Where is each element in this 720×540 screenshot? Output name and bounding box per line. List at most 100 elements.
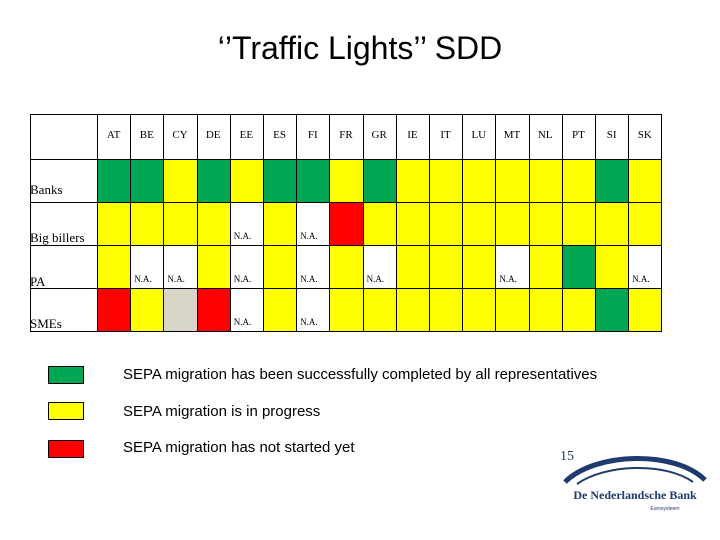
row-label-banks: Banks xyxy=(30,182,63,197)
column-header-cell xyxy=(97,114,132,160)
na-label: N.A. xyxy=(233,231,252,241)
status-cell-lu-yellow xyxy=(462,202,497,246)
row-label-pa: PA xyxy=(30,274,46,289)
status-cell-fr-yellow xyxy=(329,288,364,332)
status-cell-pt-yellow xyxy=(561,159,596,203)
na-label: N.A. xyxy=(233,274,252,284)
na-label: N.A. xyxy=(233,317,252,327)
status-cell-es-yellow xyxy=(263,245,298,289)
na-label: N.A. xyxy=(366,274,385,284)
status-cell-mt-yellow xyxy=(495,288,530,332)
row-label-big-billers: Big billers xyxy=(30,230,85,245)
na-label: N.A. xyxy=(632,274,650,284)
column-header-cell xyxy=(595,114,630,160)
column-header-it: IT xyxy=(440,129,451,141)
column-header-pt: PT xyxy=(571,129,585,141)
status-cell-gr-yellow xyxy=(362,202,397,246)
status-cell-cy-white xyxy=(163,245,198,289)
status-cell-fr-yellow xyxy=(329,245,364,289)
column-header-es: ES xyxy=(273,129,287,141)
row-label-smes: SMEs xyxy=(30,316,62,331)
status-cell-fi-green xyxy=(296,159,331,203)
column-header-de: DE xyxy=(205,129,221,141)
logo-subtext: Eurosysteem xyxy=(650,506,679,512)
status-cell-be-green xyxy=(130,159,165,203)
status-cell-at-green xyxy=(97,159,132,203)
status-cell-be-yellow xyxy=(130,202,165,246)
status-cell-at-yellow xyxy=(97,245,132,289)
column-header-si: SI xyxy=(606,129,617,141)
status-cell-sk-yellow xyxy=(628,288,663,332)
status-cell-cy-yellow xyxy=(163,202,198,246)
status-cell-lu-yellow xyxy=(462,288,497,332)
status-cell-si-yellow xyxy=(595,202,630,246)
na-label: N.A. xyxy=(167,274,185,284)
status-cell-sk-yellow xyxy=(628,159,663,203)
status-cell-lu-yellow xyxy=(462,159,497,203)
status-cell-lu-yellow xyxy=(462,245,497,289)
logo-arc-inner xyxy=(576,467,694,485)
row-label-cell xyxy=(30,288,98,332)
column-header-cell xyxy=(628,114,663,160)
status-cell-it-yellow xyxy=(429,159,464,203)
column-header-ie: IE xyxy=(407,129,418,141)
na-label: N.A. xyxy=(300,317,318,327)
logo-wordmark: De Nederlandsche Bank xyxy=(573,488,697,502)
status-cell-de-yellow xyxy=(196,202,231,246)
status-cell-sk-yellow xyxy=(628,202,663,246)
status-cell-at-yellow xyxy=(97,202,132,246)
status-cell-mt-yellow xyxy=(495,202,530,246)
status-cell-gr-green xyxy=(362,159,397,203)
column-header-cell xyxy=(362,114,397,160)
status-cell-it-yellow xyxy=(429,288,464,332)
status-cell-si-yellow xyxy=(595,245,630,289)
status-cell-at-red xyxy=(97,288,132,332)
column-header-cell xyxy=(329,114,364,160)
column-header-ee: EE xyxy=(239,129,254,141)
column-header-mt: MT xyxy=(503,129,521,141)
column-header-lu: LU xyxy=(471,129,487,141)
status-cell-de-yellow xyxy=(196,245,231,289)
status-cell-nl-yellow xyxy=(528,202,563,246)
status-cell-de-green xyxy=(196,159,231,203)
column-header-cell xyxy=(495,114,530,160)
column-header-be: BE xyxy=(139,129,154,141)
status-cell-be-yellow xyxy=(130,288,165,332)
status-cell-fi-white xyxy=(296,245,331,289)
status-cell-es-yellow xyxy=(263,202,298,246)
logo-arc xyxy=(563,456,707,484)
status-cell-gr-yellow xyxy=(362,288,397,332)
column-header-sk: SK xyxy=(637,129,652,141)
status-cell-pt-green xyxy=(561,245,596,289)
status-cell-fr-yellow xyxy=(329,159,364,203)
column-header-cy: CY xyxy=(172,129,188,141)
status-cell-mt-yellow xyxy=(495,159,530,203)
status-cell-ie-yellow xyxy=(395,159,430,203)
na-label: N.A. xyxy=(499,274,517,284)
status-cell-it-yellow xyxy=(429,202,464,246)
slide-title: ‘’Traffic Lights’’ SDD xyxy=(217,30,503,66)
legend-text-completed: SEPA migration has been successfully com… xyxy=(123,366,598,383)
status-cell-nl-yellow xyxy=(528,288,563,332)
legend-swatch-red xyxy=(48,440,84,458)
status-cell-nl-yellow xyxy=(528,245,563,289)
column-header-fi: FI xyxy=(307,129,318,141)
na-label: N.A. xyxy=(300,274,318,284)
status-cell-it-yellow xyxy=(429,245,464,289)
status-cell-fi-white xyxy=(296,202,331,246)
status-cell-nl-yellow xyxy=(528,159,563,203)
status-cell-si-green xyxy=(595,288,630,332)
legend-swatch-yellow xyxy=(48,402,84,420)
legend-swatch-green xyxy=(48,366,84,384)
status-cell-si-green xyxy=(595,159,630,203)
column-header-nl: NL xyxy=(537,129,553,141)
status-cell-cy-yellow xyxy=(163,159,198,203)
slide-number: 15 xyxy=(560,449,574,464)
table-corner-cell xyxy=(30,114,98,160)
status-cell-ie-yellow xyxy=(395,245,430,289)
column-header-gr: GR xyxy=(371,129,387,141)
na-label: N.A. xyxy=(300,231,318,241)
status-cell-fr-red xyxy=(329,202,364,246)
legend-text-not-started: SEPA migration has not started yet xyxy=(123,439,355,456)
legend-text-in-progress: SEPA migration is in progress xyxy=(123,403,321,420)
